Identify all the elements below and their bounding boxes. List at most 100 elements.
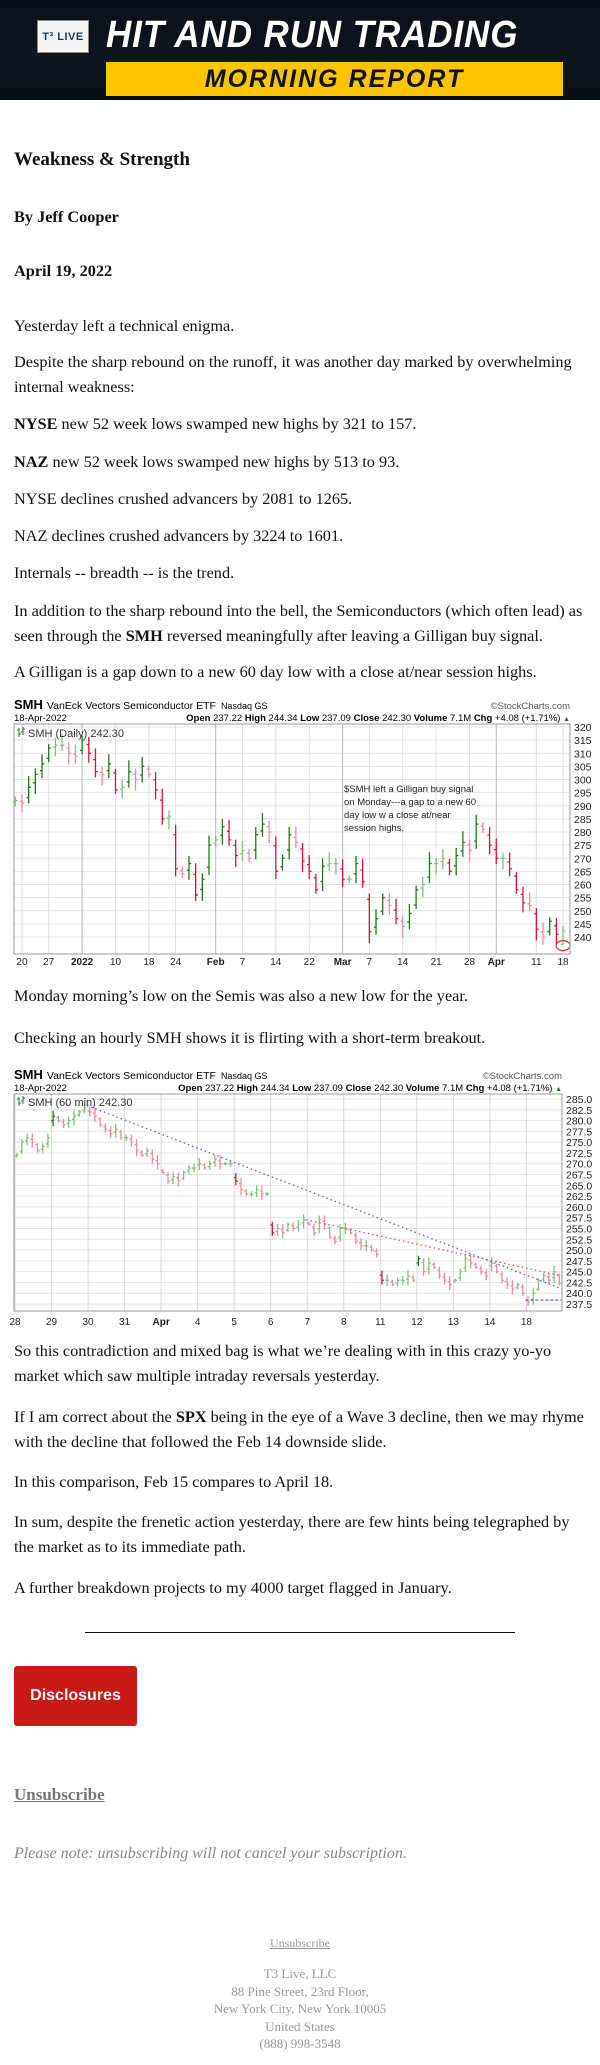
smh-daily-chart: SMH VanEck Vectors Semiconductor ETF Nasda…: [0, 697, 600, 969]
price-bar: [82, 1104, 87, 1114]
chart-annotation: $SMH left a Gilligan buy signal on Monda…: [344, 784, 476, 834]
price-bar: [541, 1272, 546, 1282]
price-bar: [126, 760, 132, 788]
chg-label: Chg: [466, 1083, 485, 1094]
price-bar: [536, 1278, 541, 1292]
price-bar: [280, 854, 285, 871]
open-value: 237.22: [213, 713, 242, 724]
y-tick-label: 282.5: [566, 1105, 592, 1117]
x-tick-label: 30: [82, 1317, 94, 1328]
price-bar: [220, 819, 225, 845]
price-bar: [547, 917, 552, 936]
price-bar: [270, 1222, 275, 1236]
price-bar: [437, 1266, 442, 1279]
price-bar: [393, 898, 399, 925]
footer-unsubscribe-link[interactable]: Unsubscribe: [270, 1936, 330, 1950]
price-bar: [453, 848, 459, 876]
price-bar: [360, 858, 365, 888]
price-bar: [474, 814, 479, 849]
price-bar: [79, 736, 85, 755]
ohlc-legend-icon: [17, 1096, 25, 1106]
price-bar: [19, 1139, 24, 1155]
newsletter-header-banner: T³ LIVE HIT AND RUN TRADING MORNING REPO…: [0, 0, 600, 100]
price-bar: [479, 1265, 484, 1275]
company-name: T3 Live, LLC: [263, 1966, 337, 1981]
price-bar: [400, 915, 405, 938]
low-value: 237.09: [322, 713, 351, 724]
naz-label: NAZ: [14, 452, 49, 471]
x-tick-label: 2022: [71, 957, 94, 968]
price-bar: [86, 737, 91, 763]
paragraph: NYSE new 52 week lows swamped new highs …: [14, 411, 589, 436]
price-bar: [212, 1155, 217, 1167]
price-bar: [254, 1185, 259, 1197]
price-bar: [520, 886, 526, 913]
paragraph-text: new 52 week lows swamped new highs by 32…: [57, 414, 417, 433]
price-bar: [527, 892, 532, 912]
open-value: 237.22: [205, 1083, 234, 1094]
price-bar: [359, 1238, 364, 1251]
price-bar: [301, 1214, 306, 1229]
price-bar: [140, 756, 145, 783]
price-bar: [293, 826, 299, 849]
price-bar: [139, 1150, 144, 1157]
t3-live-logo: T³ LIVE: [37, 20, 89, 53]
price-bar: [14, 1153, 19, 1158]
chart-quote-line: Open 237.22 High 244.34 Low 237.09 Close…: [178, 1083, 562, 1094]
x-tick-label: 27: [43, 957, 55, 968]
price-bar: [240, 840, 245, 862]
paragraph-text: If I am correct about the: [14, 1407, 176, 1426]
price-bar: [145, 1147, 150, 1157]
price-bar: [206, 835, 212, 875]
x-tick-label: 6: [268, 1317, 274, 1328]
price-bar: [218, 1155, 223, 1170]
price-bar: [246, 849, 252, 863]
paragraph: Despite the sharp rebound on the runoff,…: [14, 352, 572, 396]
unsubscribe-link[interactable]: Unsubscribe: [14, 1785, 105, 1804]
price-bar: [460, 831, 466, 857]
y-tick-label: 285.0: [566, 1094, 592, 1106]
price-bar: [207, 1160, 212, 1170]
y-tick-label: 280.0: [566, 1116, 592, 1128]
price-bar: [452, 1278, 457, 1283]
price-bar: [228, 1160, 233, 1167]
price-bar: [180, 866, 185, 878]
price-bar: [30, 1133, 35, 1148]
x-tick-label: 10: [110, 957, 122, 968]
footer: Unsubscribe: [0, 1934, 600, 1953]
price-bar: [51, 1110, 56, 1127]
price-bar: [291, 1222, 296, 1232]
price-bar: [160, 788, 165, 825]
price-bar: [260, 812, 265, 837]
stockcharts-credit: ©StockCharts.com: [483, 1071, 562, 1082]
y-tick-label: 240.0: [566, 1288, 592, 1300]
price-bar: [265, 1192, 270, 1196]
y-tick-label: 247.5: [566, 1256, 592, 1268]
chart-quote-line: Open 237.22 High 244.34 Low 237.09 Close…: [186, 713, 570, 724]
price-bar: [520, 1284, 525, 1297]
price-bar: [494, 838, 499, 865]
y-tick-label: 300: [574, 775, 592, 787]
x-tick-label: 7: [304, 1317, 310, 1328]
chart-date: 18-Apr-2022: [14, 1083, 67, 1094]
price-bar: [39, 754, 45, 779]
smh-daily-chart-svg: SMH VanEck Vectors Semiconductor ETF Nasda…: [13, 697, 592, 968]
disclosures-button[interactable]: Disclosures: [14, 1666, 137, 1726]
paragraph: Yesterday left a technical enigma.: [14, 316, 235, 335]
price-bar: [223, 1162, 228, 1166]
volume-label: Volume: [414, 713, 448, 724]
chart-exchange: Nasdaq GS: [221, 701, 268, 711]
y-tick-label: 277.5: [566, 1126, 592, 1138]
x-tick-label: 7: [367, 957, 373, 968]
price-bar: [119, 779, 125, 799]
close-label: Close: [354, 713, 380, 724]
price-bar: [171, 1172, 176, 1185]
y-tick-label: 265.0: [566, 1180, 592, 1192]
price-bar: [473, 1262, 478, 1270]
y-tick-label: 242.5: [566, 1277, 592, 1289]
price-bar: [176, 1172, 181, 1187]
price-bar: [133, 768, 138, 791]
price-bar: [160, 1168, 165, 1175]
price-bar: [531, 1287, 536, 1305]
paragraph: In sum, despite the frenetic action yest…: [14, 1512, 570, 1556]
